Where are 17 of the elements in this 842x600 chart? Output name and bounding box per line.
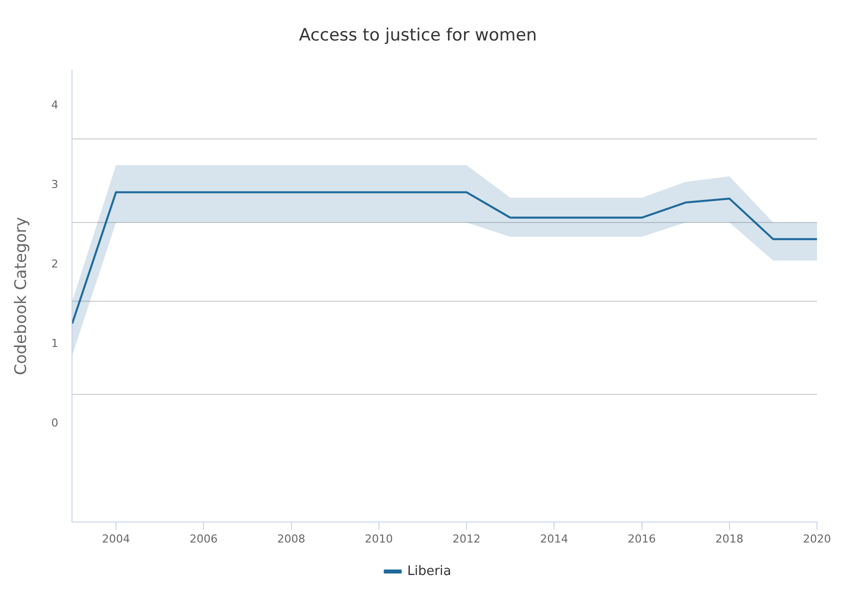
- chart-title: Access to justice for women: [299, 26, 537, 46]
- y-axis-title: Codebook Category: [10, 217, 30, 376]
- x-tick-label: 2008: [277, 532, 306, 546]
- x-tick-label: 2012: [452, 532, 481, 546]
- x-tick-label: 2006: [190, 532, 218, 546]
- x-tick-label: 2010: [364, 532, 393, 546]
- y-tick-label: 2: [51, 258, 58, 271]
- x-tick-label: 2004: [102, 532, 130, 546]
- x-tick-label: 2020: [803, 532, 832, 546]
- y-tick-label: 0: [51, 416, 58, 430]
- x-tick-label: 2014: [540, 532, 568, 546]
- y-tick-label: 4: [51, 98, 58, 112]
- y-tick-label: 1: [51, 337, 58, 350]
- x-tick-label: 2016: [628, 532, 656, 546]
- legend-label: Liberia: [407, 564, 452, 579]
- x-tick-label: 2018: [715, 532, 744, 546]
- y-tick-label: 3: [51, 178, 58, 191]
